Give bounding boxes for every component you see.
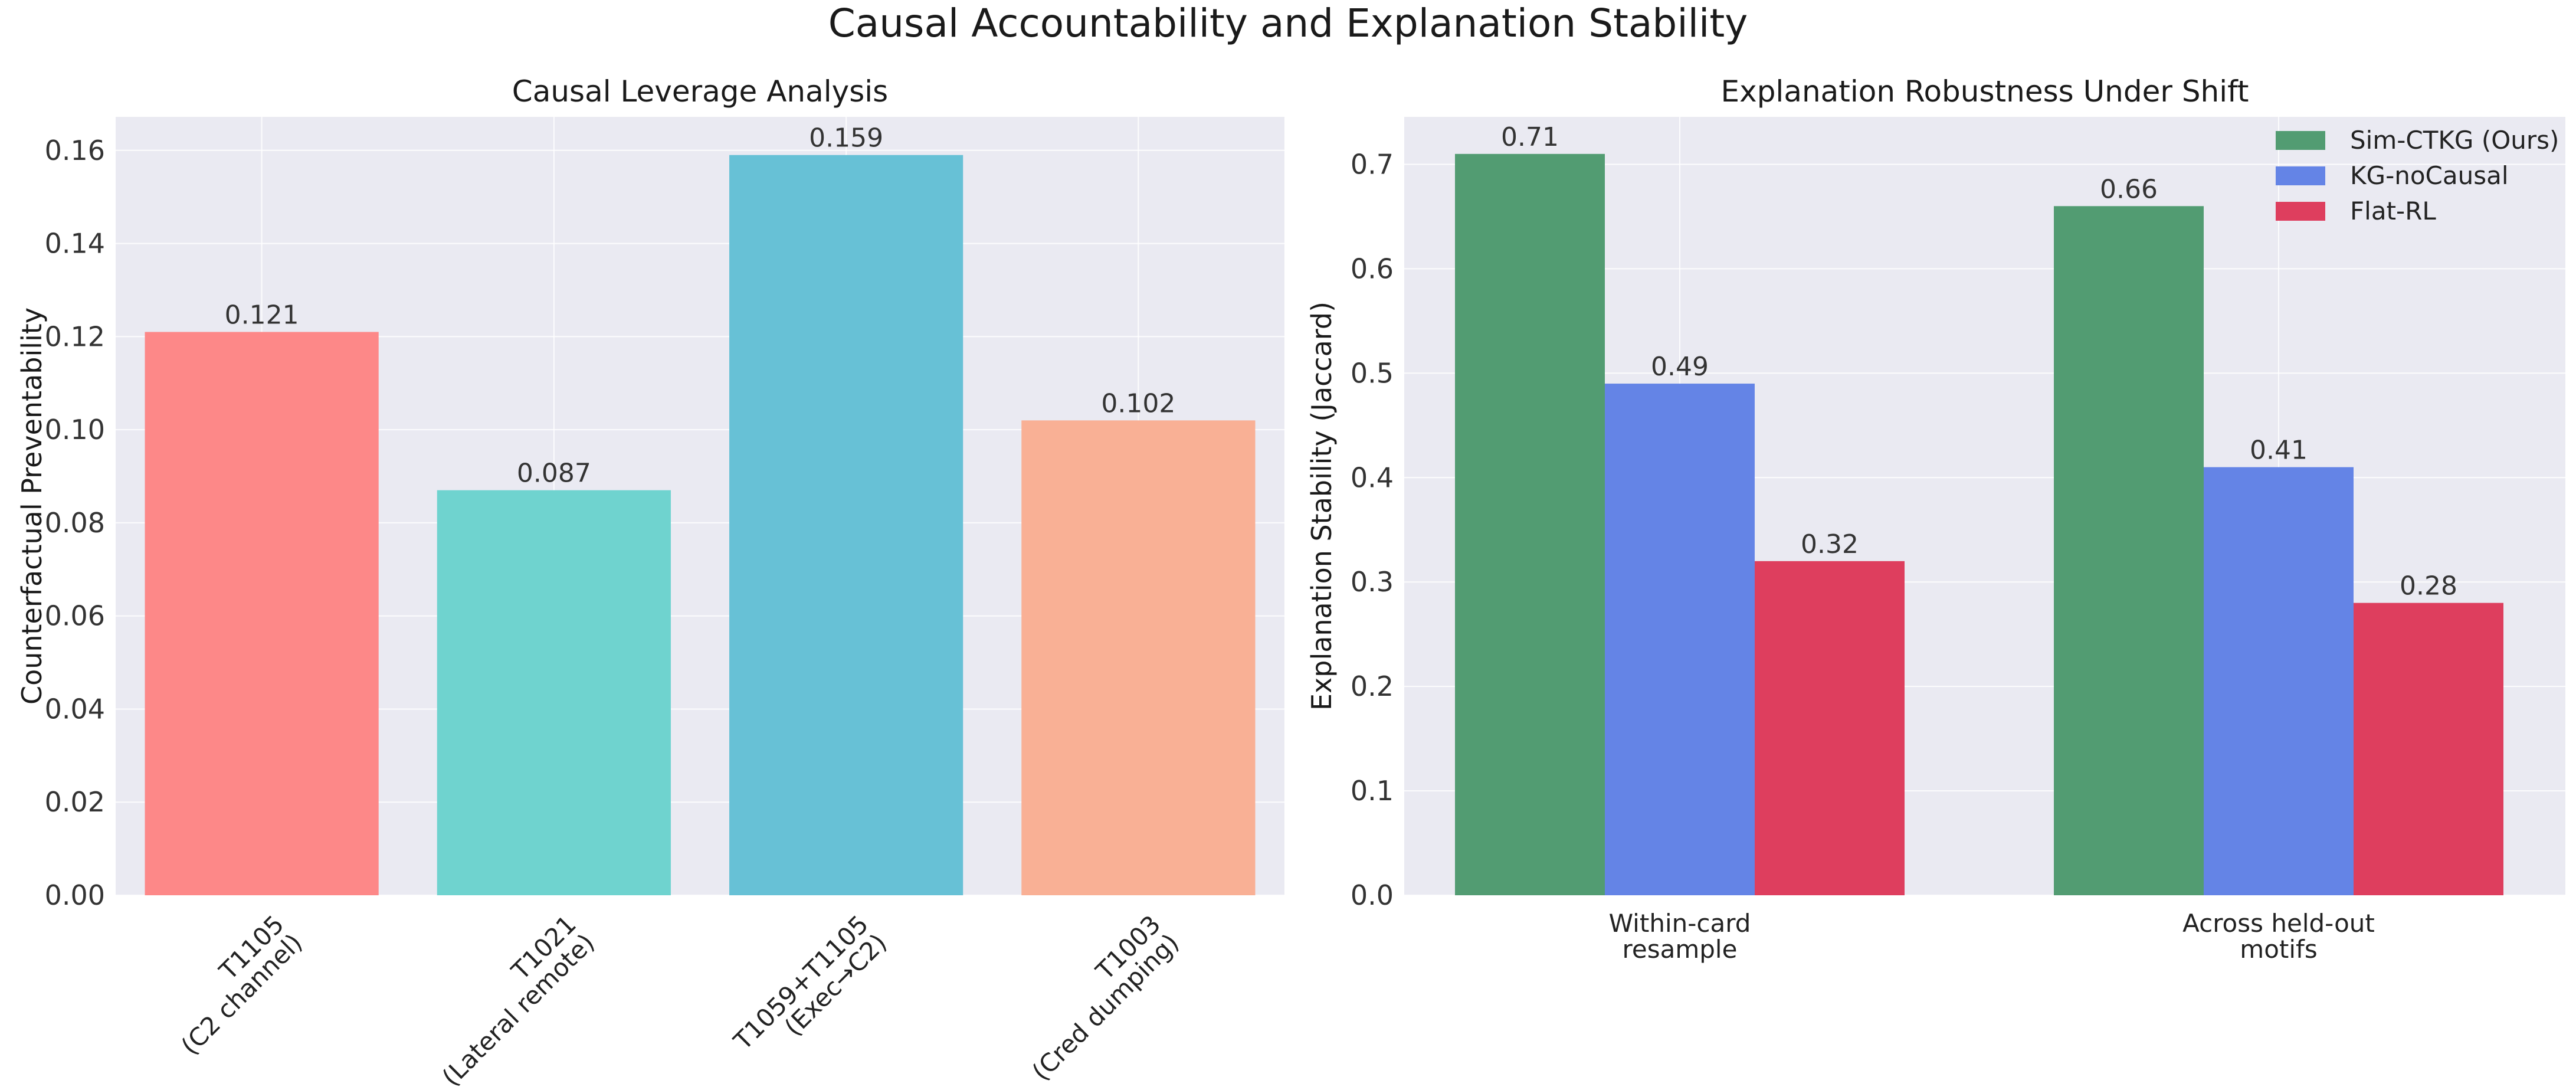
y-tick-label: 0.04 [45,693,105,725]
x-tick-label: T1059+T1105(Exec→C2) [728,909,893,1074]
bar-value-label: 0.66 [2100,174,2158,204]
y-tick-label: 0.16 [45,135,105,166]
bar [729,155,963,896]
bar-value-label: 0.159 [809,123,883,153]
legend-swatch [2276,131,2325,150]
y-axis-label: Counterfactual Preventability [16,307,48,705]
bar-value-label: 0.28 [2400,571,2457,601]
y-tick-label: 0.08 [45,507,105,539]
y-tick-label: 0.1 [1351,775,1394,807]
y-tick-label: 0.6 [1351,253,1394,284]
y-tick-label: 0.10 [45,414,105,446]
x-tick-label: T1003(Cred dumping) [1008,909,1184,1086]
bar [1755,561,1905,895]
legend-swatch [2276,202,2325,221]
bar [145,332,379,895]
left-panel: Causal Leverage Analysis 0.00 0.02 0.04 0.06… [16,74,1284,1090]
y-tick-label: 0.02 [45,786,105,818]
x-tick-label: Within-card resample [1609,909,1751,964]
legend-swatch [2276,166,2325,185]
x-tick-label: T1021(Lateral remote) [418,909,601,1090]
bar-value-label: 0.49 [1651,352,1709,382]
y-tick-label: 0.2 [1351,670,1394,702]
y-tick-label: 0.3 [1351,566,1394,598]
y-tick-label: 0.06 [45,600,105,632]
y-tick-label: 0.14 [45,228,105,260]
legend-label: Sim-CTKG (Ours) [2350,126,2559,155]
bar-value-label: 0.71 [1501,122,1559,152]
y-tick-label: 0.12 [45,320,105,352]
right-panel: Explanation Robustness Under Shift 0.0 0.1… [1306,74,2565,964]
bar [2204,467,2354,895]
legend-label: Flat-RL [2350,197,2436,225]
x-tick-label-line: Across held-out [2182,909,2375,938]
bar [1455,153,1605,895]
bar-value-label: 0.102 [1101,388,1175,418]
bar [2354,603,2503,895]
bar-value-label: 0.087 [517,459,591,489]
bar [2054,206,2204,895]
bar [437,490,671,895]
y-tick-label: 0.5 [1351,357,1394,389]
chart-title: Explanation Robustness Under Shift [1721,74,2249,109]
bar [1605,384,1755,895]
x-tick-label: Across held-out motifs [2182,909,2375,964]
legend: Sim-CTKG (Ours) KG-noCausal Flat-RL [2276,126,2559,225]
chart-title: Causal Leverage Analysis [512,74,888,109]
y-tick-label: 0.4 [1351,461,1394,493]
bar-value-label: 0.32 [1801,529,1859,559]
x-tick-label-line: Within-card [1609,909,1751,938]
y-axis-label: Explanation Stability (Jaccard) [1306,302,1338,711]
y-tick-label: 0.7 [1351,149,1394,181]
bar-value-label: 0.41 [2250,436,2308,466]
x-tick-label-line: motifs [2240,935,2317,964]
x-tick-label: T1105(C2 channel) [157,909,308,1060]
y-tick-label: 0.00 [45,879,105,911]
legend-label: KG-noCausal [2350,161,2509,190]
figure-title: Causal Accountability and Explanation St… [828,1,1748,46]
bar-value-label: 0.121 [225,300,299,330]
bar [1021,420,1256,895]
x-tick-label-line: resample [1623,935,1738,964]
y-tick-label: 0.0 [1351,879,1394,911]
